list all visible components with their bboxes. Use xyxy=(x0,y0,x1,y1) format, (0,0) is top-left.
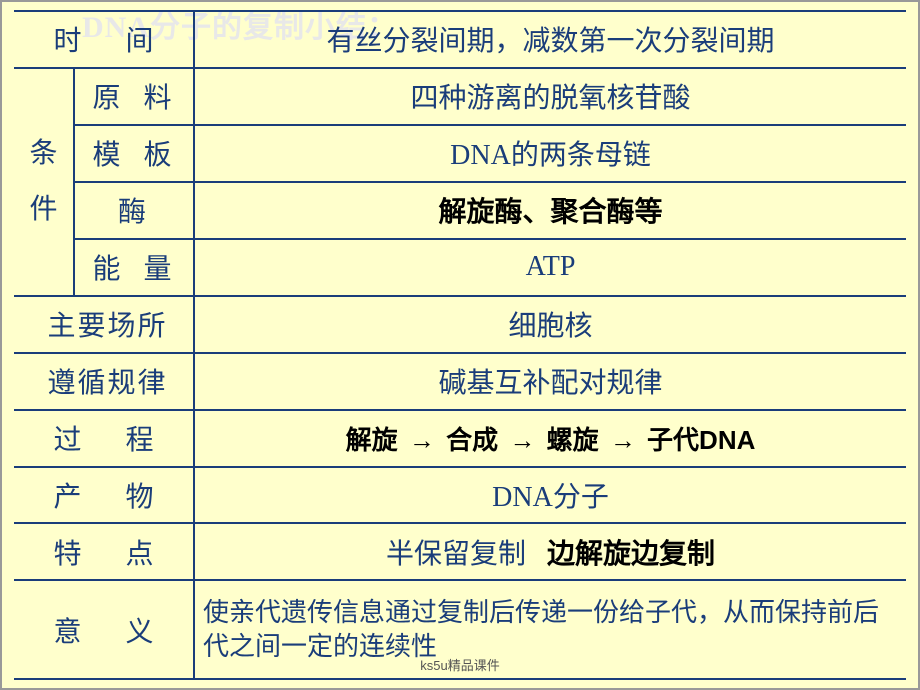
row-label-place: 主要场所 xyxy=(14,296,194,353)
arrow-icon: → xyxy=(610,425,636,456)
row-label-product: 产 物 xyxy=(14,467,194,524)
arrow-icon: → xyxy=(409,425,435,456)
summary-table: 时 间 有丝分裂间期，减数第一次分裂间期 条件 原 料 四种游离的脱氧核苷酸 模… xyxy=(14,10,906,680)
row-value-enzyme: 解旋酶、聚合酶等 xyxy=(194,182,906,239)
table-row: 模 板 DNA的两条母链 xyxy=(14,125,906,182)
row-value-feature: 半保留复制 边解旋边复制 xyxy=(194,523,906,580)
row-label-process: 过 程 xyxy=(14,410,194,467)
footnote: ks5u精品课件 xyxy=(420,655,499,674)
row-label-meaning: 意 义 xyxy=(14,580,194,679)
table-row: 条件 原 料 四种游离的脱氧核苷酸 xyxy=(14,68,906,125)
row-label-feature: 特 点 xyxy=(14,523,194,580)
row-label-rule: 遵循规律 xyxy=(14,353,194,410)
row-value-place: 细胞核 xyxy=(194,296,906,353)
table-row: 主要场所 细胞核 xyxy=(14,296,906,353)
row-group-condition: 条件 xyxy=(14,68,74,296)
table-row: 特 点 半保留复制 边解旋边复制 xyxy=(14,523,906,580)
row-label-enzyme: 酶 xyxy=(74,182,194,239)
table-row: 过 程 解旋 → 合成 → 螺旋 → 子代DNA xyxy=(14,410,906,467)
table-row: 能 量 ATP xyxy=(14,239,906,296)
slide-container: DNA分子的复制小结： 时 间 有丝分裂间期，减数第一次分裂间期 条件 原 料 … xyxy=(0,0,920,690)
row-value-meaning: 使亲代遗传信息通过复制后传递一份给子代，从而保持前后代之间一定的连续性 xyxy=(194,580,906,679)
row-value-product: DNA分子 xyxy=(194,467,906,524)
arrow-icon: → xyxy=(509,425,535,456)
row-label-raw: 原 料 xyxy=(74,68,194,125)
row-label-energy: 能 量 xyxy=(74,239,194,296)
row-value-energy: ATP xyxy=(194,239,906,296)
row-label-time: 时 间 xyxy=(14,11,194,68)
row-value-process: 解旋 → 合成 → 螺旋 → 子代DNA xyxy=(194,410,906,467)
row-label-template: 模 板 xyxy=(74,125,194,182)
row-value-time: 有丝分裂间期，减数第一次分裂间期 xyxy=(194,11,906,68)
table-row: 时 间 有丝分裂间期，减数第一次分裂间期 xyxy=(14,11,906,68)
table-row: 产 物 DNA分子 xyxy=(14,467,906,524)
table-row: 酶 解旋酶、聚合酶等 xyxy=(14,182,906,239)
row-value-rule: 碱基互补配对规律 xyxy=(194,353,906,410)
row-value-template: DNA的两条母链 xyxy=(194,125,906,182)
row-value-raw: 四种游离的脱氧核苷酸 xyxy=(194,68,906,125)
table-row: 遵循规律 碱基互补配对规律 xyxy=(14,353,906,410)
